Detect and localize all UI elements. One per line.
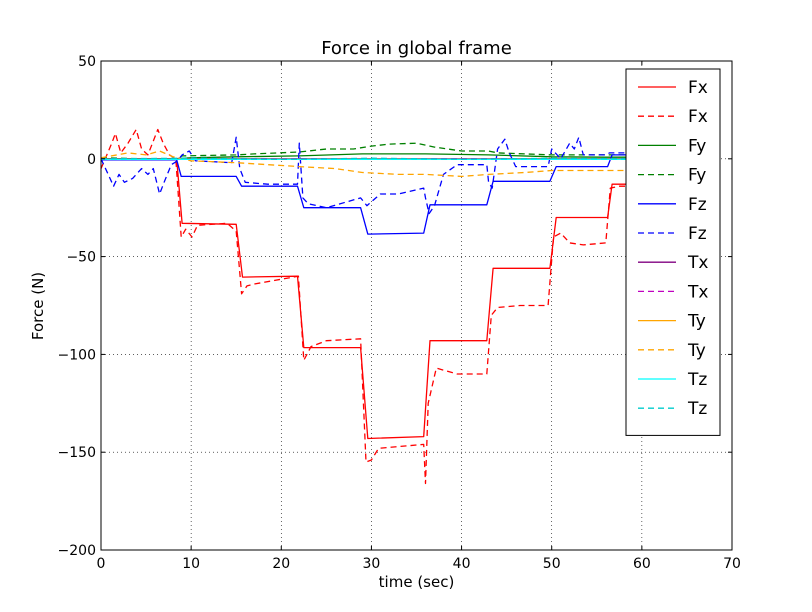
legend-entry: Tz [638,399,707,419]
legend-entry: Fx [638,78,708,98]
legend-label: Fy [688,166,706,186]
legend-label: Fz [688,224,707,244]
series-fx-solid-line [101,158,629,440]
axis-ticks: 0 10 20 30 40 50 60 70 50 0 −50 −100 −150 −200 [58,54,741,572]
x-tick-label: 60 [633,556,651,572]
x-tick-label: 40 [453,556,471,572]
legend: Fx Fx Fy Fy Fz Fz Tx Tx Ty Ty Tz Tz [625,68,721,436]
legend-entry: Tz [638,370,707,390]
legend-label: Tz [687,399,707,419]
legend-entry: Fy [638,136,706,156]
legend-entry: Fz [638,224,707,244]
series-fx-dashed-line [100,128,629,485]
legend-label: Fx [688,78,708,98]
y-tick-label: −200 [58,543,96,559]
series-tz-dashed-line [100,157,629,161]
legend-entry: Tx [638,253,708,273]
series-fz-solid-line [101,154,629,235]
legend-label: Ty [687,312,706,332]
legend-entry: Tx [638,282,708,302]
plot-frame [100,60,733,551]
x-tick-label: 30 [363,556,381,572]
x-tick-label: 10 [182,556,200,572]
y-tick-label: 0 [87,152,96,168]
legend-label: Tx [687,253,708,273]
legend-entry: Fz [638,195,707,215]
legend-label: Ty [687,341,706,361]
series-ty-dashed-line [100,150,629,178]
y-tick-label: −100 [58,347,96,363]
y-tick-label: 50 [78,54,96,70]
legend-entry: Fy [638,166,706,186]
legend-label: Tz [687,370,707,390]
x-tick-label: 50 [543,556,561,572]
x-tick-label: 20 [272,556,290,572]
legend-label: Fz [688,195,707,215]
legend-label: Fx [688,107,708,127]
series-fy-dashed-line [100,142,629,160]
y-tick-label: −150 [58,445,96,461]
legend-entry: Ty [638,312,706,332]
x-tick-label: 0 [97,556,106,572]
chart-title: Force in global frame [321,38,512,59]
legend-entry: Ty [638,341,706,361]
legend-box [625,68,721,436]
series-fz-dashed-line [100,136,629,215]
legend-label: Tx [687,282,708,302]
y-axis-label: Force (N) [29,272,47,340]
x-axis-label: time (sec) [379,573,455,591]
series-lines [100,128,629,485]
x-tick-label: 70 [723,556,741,572]
legend-entry: Fx [638,107,708,127]
legend-label: Fy [688,136,706,156]
y-tick-label: −50 [66,250,96,266]
